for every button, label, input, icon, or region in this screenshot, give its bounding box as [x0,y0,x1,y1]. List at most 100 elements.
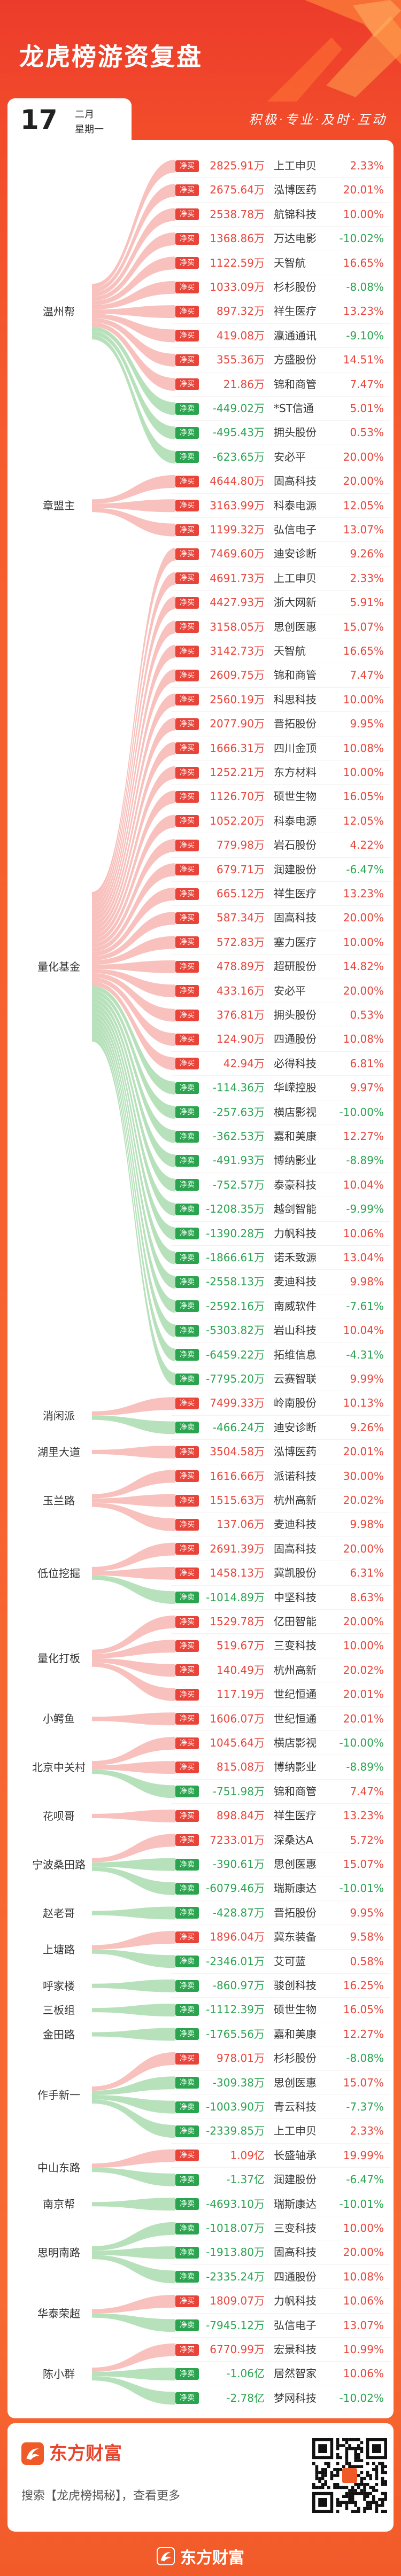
group-label: 华泰荣超 [37,2307,80,2320]
table-row: 净买 897.32万 祥生医疗 13.23% [171,299,390,324]
change-percent: 16.05% [343,2003,384,2016]
net-amount: 1616.66万 [210,1469,265,1483]
table-row: 净卖 -7945.12万 弘信电子 13.07% [171,2314,390,2338]
group-label: 南京帮 [43,2198,75,2211]
change-percent: 10.00% [343,1639,384,1652]
table-row: 净买 21.86万 锦和商管 7.47% [171,373,390,397]
table-row: 净卖 -6459.22万 拓维信息 -4.31% [171,1343,390,1367]
table-row: 净买 1458.13万 冀凯股份 6.31% [171,1561,390,1586]
net-amount: 679.71万 [217,863,265,876]
net-amount: -6079.46万 [206,1882,265,1895]
net-direction-badge: 净买 [175,645,199,657]
net-direction-badge: 净买 [175,500,199,512]
stock-name: 固高科技 [274,2246,317,2259]
net-direction-badge: 净买 [175,1543,199,1555]
change-percent: 20.01% [343,1688,384,1701]
stock-name: 岩石股份 [274,839,317,852]
net-direction-badge: 净卖 [175,2077,199,2089]
net-direction-badge: 净买 [175,306,199,318]
stock-name: 上工申贝 [274,2124,317,2138]
table-row: 净买 3142.73万 天智航 16.65% [171,639,390,664]
stock-name: 必得科技 [274,1057,317,1070]
group-label: 赵老哥 [43,1906,75,1920]
stock-name: 硕世生物 [274,790,317,803]
net-amount: 355.36万 [217,353,265,367]
table-row: 净买 1045.64万 横店影视 -10.00% [171,1731,390,1756]
net-direction-badge: 净买 [175,718,199,730]
net-direction-badge: 净买 [175,1762,199,1774]
stock-name: 世纪恒通 [274,1712,317,1725]
change-percent: 10.13% [343,1396,384,1410]
table-row: 净卖 -1866.61万 诺禾致源 13.04% [171,1246,390,1270]
net-direction-badge: 净买 [175,330,199,342]
net-amount: 2538.78万 [210,207,265,221]
change-percent: 7.47% [350,377,384,391]
change-percent: 9.26% [350,547,384,561]
group-label: 北京中关村 [32,1761,86,1774]
table-row: 净卖 -491.93万 博纳影业 -8.89% [171,1149,390,1173]
group-label: 中山东路 [37,2161,80,2175]
group-label: 三板组 [43,2004,75,2017]
net-amount: -1765.56万 [206,2027,265,2040]
table-row: 净卖 -4693.10万 瑞斯康达 -10.01% [171,2192,390,2216]
table-row: 净买 1199.32万 弘信电子 13.07% [171,518,390,542]
net-amount: -7945.12万 [206,2318,265,2332]
stock-name: 科泰电源 [274,814,317,827]
net-direction-badge: 净买 [175,208,199,221]
net-amount: 1666.31万 [210,741,265,755]
change-percent: 30.00% [343,1469,384,1483]
stock-name: 思创医惠 [274,2076,317,2089]
net-amount: -1913.80万 [206,2246,265,2259]
stock-name: 万达电影 [274,232,317,245]
table-row: 净买 1252.21万 东方材料 10.00% [171,761,390,785]
stock-name: 硕世生物 [274,2003,317,2016]
net-direction-badge: 净卖 [175,2198,199,2210]
change-percent: 15.07% [343,1858,384,1871]
change-percent: 13.23% [343,305,384,318]
net-amount: 140.49万 [217,1663,265,1677]
net-direction-badge: 净买 [175,2344,199,2356]
table-row: 净卖 -2.78亿 梦网科技 -10.02% [171,2386,390,2411]
change-percent: -10.02% [339,2391,384,2404]
net-direction-badge: 净卖 [175,1349,199,1361]
net-direction-badge: 净卖 [175,2101,199,2113]
net-direction-badge: 净卖 [175,2004,199,2016]
net-direction-badge: 净卖 [175,1252,199,1264]
change-percent: 20.00% [343,1615,384,1628]
table-row: 净买 572.83万 塞力医疗 10.00% [171,930,390,955]
table-row: 净买 1896.04万 冀东装备 9.58% [171,1925,390,1950]
net-amount: 1045.64万 [210,1736,265,1749]
net-direction-badge: 净买 [175,232,199,245]
table-row: 净卖 -362.53万 嘉和美康 12.27% [171,1124,390,1149]
eastmoney-logo-icon [157,2547,175,2565]
change-percent: 4.22% [350,839,384,852]
net-amount: -1390.28万 [206,1227,265,1240]
stock-name: 晋拓股份 [274,1906,317,1919]
stock-name: 瑞斯康达 [274,2197,317,2210]
table-row: 净卖 -257.63万 横店影视 -10.00% [171,1100,390,1124]
change-percent: 0.53% [350,1008,384,1021]
table-row: 净卖 -1018.07万 三变科技 10.00% [171,2216,390,2241]
stock-name: 祥生医疗 [274,887,317,900]
net-direction-badge: 净卖 [175,1422,199,1434]
table-row: 净卖 -114.36万 华嵘控股 9.97% [171,1076,390,1100]
table-row: 净买 117.19万 世纪恒通 20.01% [171,1682,390,1707]
eastmoney-logo-icon [21,2442,44,2465]
stock-name: 思创医惠 [274,620,317,633]
net-direction-badge: 净卖 [175,427,199,439]
net-amount: -466.24万 [212,1421,265,1434]
change-percent: 20.00% [343,1542,384,1555]
net-amount: -1112.39万 [206,2003,265,2016]
net-direction-badge: 净卖 [175,2319,199,2332]
net-amount: 587.34万 [217,911,265,925]
stock-name: 锦和商管 [274,1784,317,1798]
stock-name: 思创医惠 [274,1858,317,1871]
change-percent: 12.05% [343,814,384,827]
stock-name: 嘉和美康 [274,1130,317,1143]
net-direction-badge: 净买 [175,1664,199,1677]
stock-name: 世纪恒通 [274,1688,317,1701]
change-percent: 13.07% [343,523,384,536]
net-direction-badge: 净买 [175,1009,199,1021]
net-direction-badge: 净买 [175,160,199,172]
table-row: 净买 1.09亿 长盛轴承 19.99% [171,2144,390,2168]
